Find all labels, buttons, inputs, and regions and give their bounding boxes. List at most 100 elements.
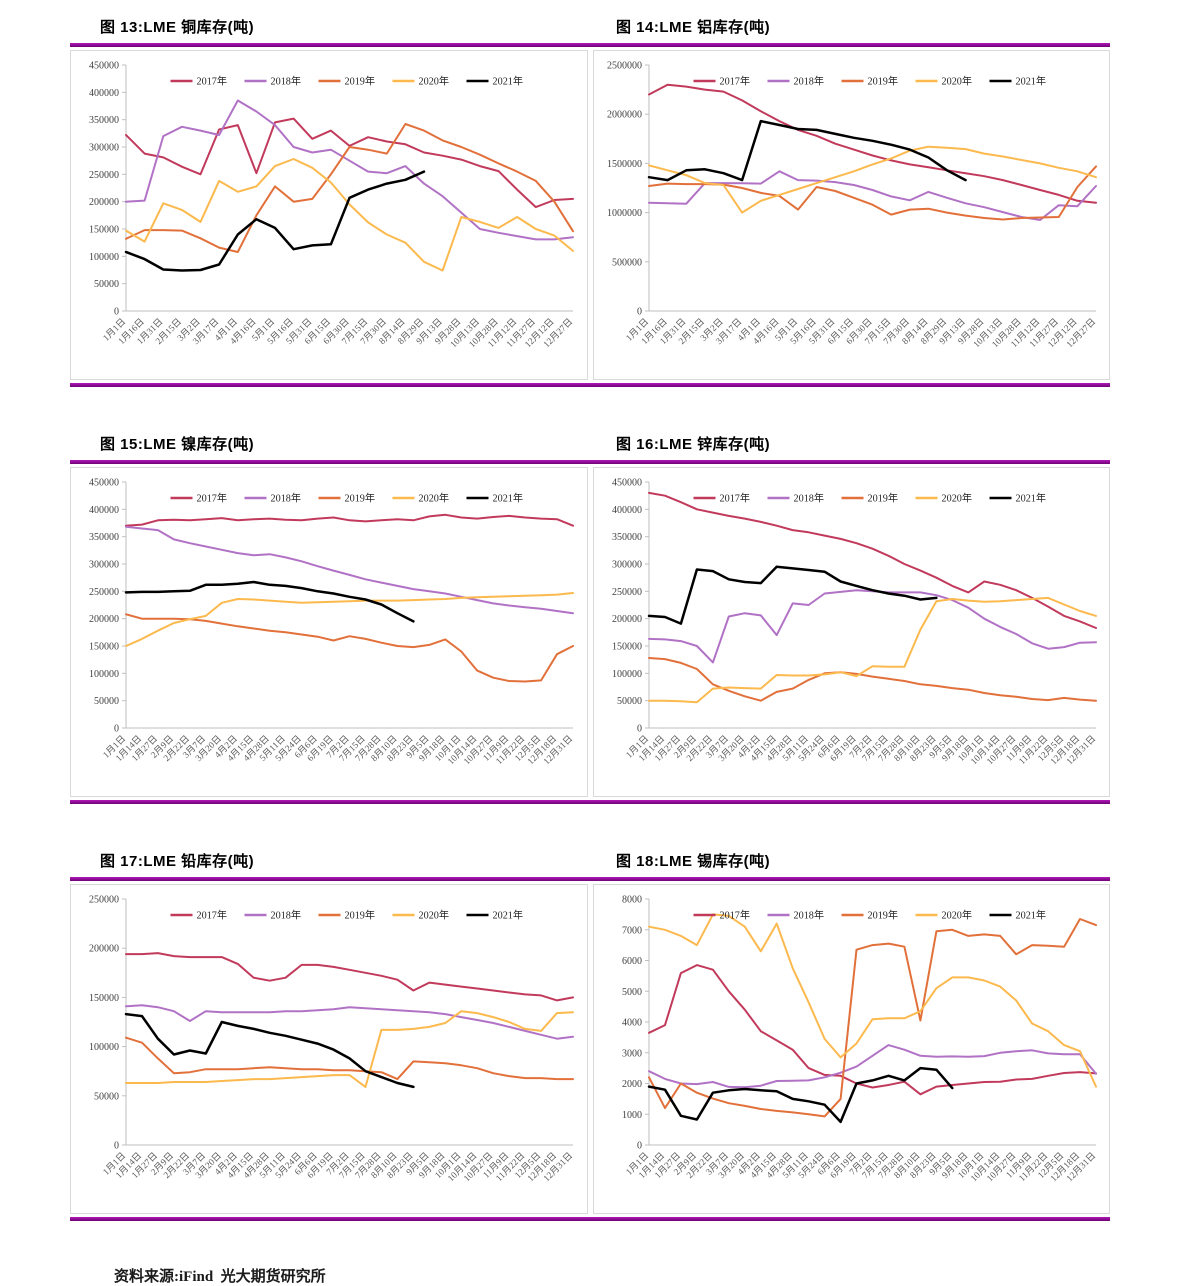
legend-label: 2021年 [493, 492, 524, 505]
legend-label: 2020年 [419, 909, 450, 922]
figure-16-title: 图 16:LME 锌库存(吨) [616, 436, 771, 453]
figure-row-3-titles: 图 17:LME 铅库存(吨) 图 18:LME 锡库存(吨) [70, 848, 1110, 877]
series-line-2020年 [647, 913, 1097, 1088]
legend-label: 2020年 [941, 492, 972, 505]
y-axis-label: 0 [114, 307, 119, 318]
purple-divider [70, 800, 1110, 804]
legend-label: 2019年 [345, 75, 376, 88]
y-axis-label: 1500000 [607, 159, 642, 170]
legend-label: 2017年 [197, 909, 228, 922]
y-axis-label: 50000 [94, 1091, 119, 1102]
legend-label: 2020年 [941, 909, 972, 922]
figure-row-1-charts: 0 50000 100000 150000 200000 250000 300000 3500… [70, 47, 1110, 383]
series-line-2020年 [125, 158, 574, 272]
y-axis-label: 400000 [89, 505, 119, 516]
y-axis-label: 50000 [617, 696, 642, 707]
figure-17-title: 图 17:LME 铅库存(吨) [100, 853, 255, 870]
y-axis-label: 0 [637, 1141, 642, 1152]
series-line-2019年 [647, 657, 1097, 702]
y-axis-label: 400000 [612, 505, 642, 516]
y-axis-label: 350000 [89, 532, 119, 543]
legend-label: 2018年 [271, 75, 302, 88]
y-axis-label: 0 [637, 307, 642, 318]
y-axis-label: 150000 [612, 642, 642, 653]
series-line-2017年 [647, 491, 1097, 629]
series-line-2021年 [647, 565, 938, 625]
legend-label: 2017年 [719, 492, 750, 505]
y-axis-label: 2000 [622, 1079, 642, 1090]
figure-row-3: 图 17:LME 铅库存(吨) 图 18:LME 锡库存(吨) 0 50000 10… [70, 848, 1110, 1221]
y-axis-label: 150000 [89, 642, 119, 653]
legend-label: 2021年 [493, 75, 524, 88]
series-line-2019年 [125, 123, 574, 253]
series-line-2018年 [125, 1004, 574, 1040]
y-axis-label: 1000000 [607, 208, 642, 219]
legend-label: 2019年 [867, 492, 898, 505]
legend-label: 2017年 [719, 75, 750, 88]
purple-divider [70, 1217, 1110, 1221]
chart-canvas-fig13: 0 50000 100000 150000 200000 250000 300000 3500… [89, 61, 574, 350]
series-line-2017年 [647, 964, 1097, 1096]
y-axis-label: 150000 [89, 225, 119, 236]
series-line-2020年 [647, 145, 1097, 214]
series-line-2018年 [647, 170, 1097, 221]
y-axis-label: 100000 [612, 669, 642, 680]
y-axis-label: 200000 [89, 614, 119, 625]
legend-label: 2021年 [1015, 909, 1046, 922]
y-axis-label: 0 [114, 1141, 119, 1152]
purple-divider [70, 460, 1110, 464]
y-axis-label: 8000 [622, 895, 642, 906]
source-note: 资料来源:iFind 光大期货研究所 [114, 1269, 326, 1285]
legend-label: 2020年 [419, 75, 450, 88]
purple-divider [70, 877, 1110, 881]
y-axis-label: 250000 [89, 170, 119, 181]
y-axis-label: 200000 [89, 944, 119, 955]
purple-divider [70, 383, 1110, 387]
series-line-2020年 [125, 592, 574, 647]
figure-18-title: 图 18:LME 锡库存(吨) [616, 853, 771, 870]
figure-14-title: 图 14:LME 铝库存(吨) [616, 19, 771, 36]
legend-label: 2017年 [719, 909, 750, 922]
series-line-2018年 [125, 525, 574, 615]
series-line-2017年 [647, 83, 1097, 204]
series-line-2017年 [125, 513, 574, 527]
legend-label: 2018年 [271, 492, 302, 505]
figure-15-title: 图 15:LME 镍库存(吨) [100, 436, 255, 453]
series-line-2019年 [125, 1036, 574, 1081]
y-axis-label: 100000 [89, 252, 119, 263]
chart-canvas-fig15: 0 50000 100000 150000 200000 250000 300000 3500… [89, 478, 574, 767]
report-page: 图 13:LME 铜库存(吨) 图 14:LME 铝库存(吨) 0 50000 10… [70, 14, 1110, 1286]
series-line-2019年 [647, 918, 1097, 1118]
y-axis-label: 50000 [94, 279, 119, 290]
y-axis-label: 400000 [89, 88, 119, 99]
legend-label: 2017年 [197, 492, 228, 505]
y-axis-label: 150000 [89, 993, 119, 1004]
y-axis-label: 450000 [612, 478, 642, 489]
y-axis-label: 450000 [89, 61, 119, 72]
chart-canvas-fig18: 0100020003000400050006000700080001月1日1月1… [622, 895, 1097, 1184]
legend-label: 2017年 [197, 75, 228, 88]
y-axis-label: 100000 [89, 1042, 119, 1053]
chart-canvas-fig17: 0500001000001500002000002500001月1日1月14日1… [89, 895, 574, 1184]
y-axis-label: 2000000 [607, 110, 642, 121]
series-line-2021年 [124, 580, 415, 623]
series-line-2021年 [647, 119, 967, 182]
chart-lme-lead: 0 50000 100000 150000 200000 250000 1月1日 1月14日 1… [70, 884, 588, 1214]
legend-label: 2019年 [867, 75, 898, 88]
series-line-2020年 [647, 596, 1097, 704]
series-line-2019年 [647, 165, 1097, 221]
series-line-2021年 [124, 170, 426, 272]
legend-label: 2018年 [793, 75, 824, 88]
y-axis-label: 250000 [612, 587, 642, 598]
legend-label: 2018年 [793, 492, 824, 505]
y-axis-label: 200000 [89, 197, 119, 208]
y-axis-label: 300000 [89, 143, 119, 154]
y-axis-label: 350000 [89, 115, 119, 126]
y-axis-label: 300000 [89, 560, 119, 571]
y-axis-label: 0 [637, 724, 642, 735]
figure-row-2-titles: 图 15:LME 镍库存(吨) 图 16:LME 锌库存(吨) [70, 431, 1110, 460]
y-axis-label: 450000 [89, 478, 119, 489]
y-axis-label: 0 [114, 724, 119, 735]
figure-13-title: 图 13:LME 铜库存(吨) [100, 19, 255, 36]
y-axis-label: 300000 [612, 560, 642, 571]
